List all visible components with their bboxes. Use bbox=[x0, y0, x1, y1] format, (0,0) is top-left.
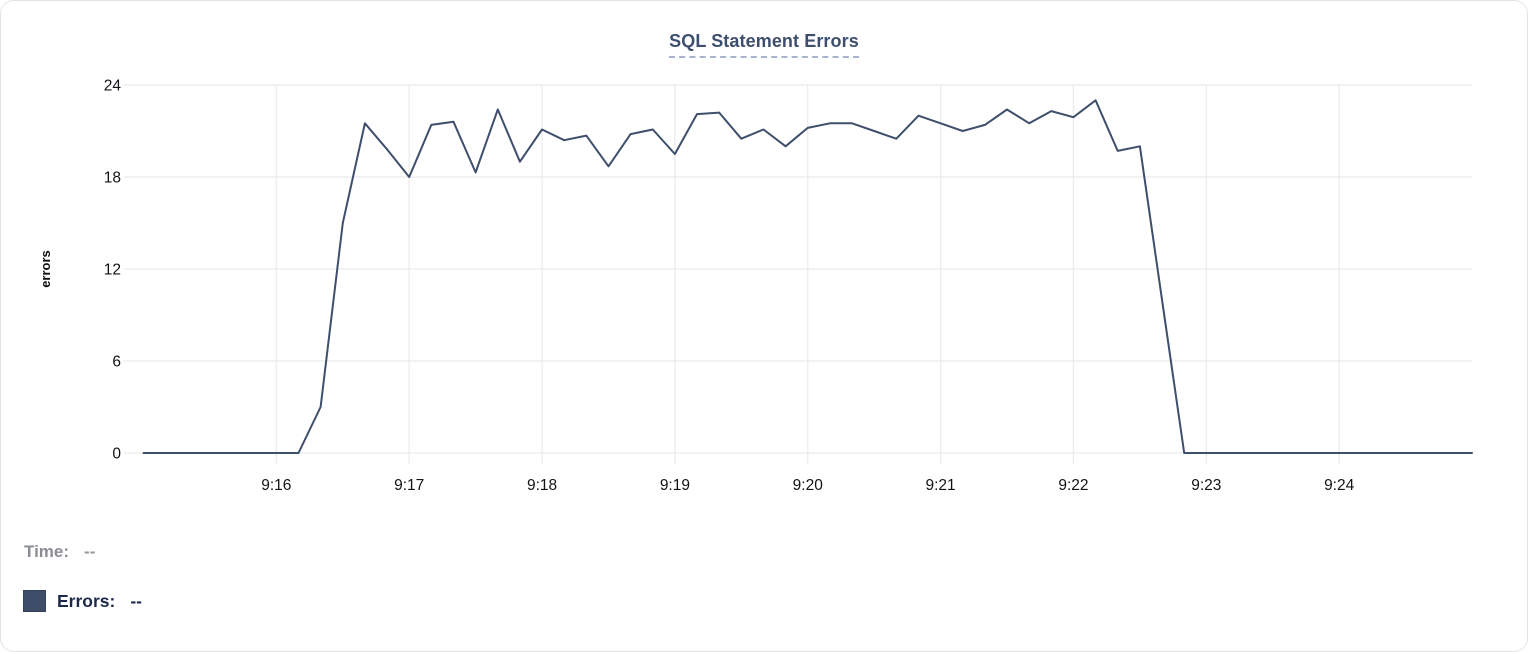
x-tick-label: 9:23 bbox=[1191, 477, 1221, 494]
x-tick-label: 9:18 bbox=[527, 477, 557, 494]
y-tick-label: 18 bbox=[104, 170, 121, 187]
errors-line-chart[interactable]: 9:16 9:17 9:18 9:19 9:20 9:21 9:22 9:23 9:24 0 6 12… bbox=[1, 1, 1528, 521]
y-axis-title: errors bbox=[38, 250, 53, 288]
x-tick-label: 9:19 bbox=[660, 477, 690, 494]
errors-series-swatch bbox=[23, 590, 46, 612]
hover-readout-time: Time: -- bbox=[24, 542, 95, 562]
time-readout-value: -- bbox=[84, 542, 96, 561]
x-tick-label: 9:21 bbox=[926, 477, 956, 494]
hover-readout-errors: Errors: -- bbox=[23, 590, 142, 612]
errors-readout-label: Errors: bbox=[57, 590, 116, 611]
x-tick-label: 9:22 bbox=[1058, 477, 1088, 494]
x-tick-label: 9:24 bbox=[1324, 477, 1355, 494]
y-tick-label: 24 bbox=[104, 78, 122, 95]
chart-title-link[interactable]: SQL Statement Errors bbox=[669, 31, 859, 58]
chart-header: SQL Statement Errors bbox=[1, 31, 1527, 58]
time-readout-label: Time: bbox=[24, 542, 70, 561]
y-tick-label: 6 bbox=[112, 354, 121, 371]
x-tick-label: 9:16 bbox=[261, 477, 291, 494]
errors-readout-value: -- bbox=[130, 590, 143, 611]
series-line-errors bbox=[142, 99, 1473, 454]
x-tick-label: 9:17 bbox=[394, 477, 424, 494]
y-tick-label: 0 bbox=[112, 446, 121, 463]
x-tick-label: 9:20 bbox=[793, 477, 824, 494]
y-tick-label: 12 bbox=[104, 262, 121, 279]
